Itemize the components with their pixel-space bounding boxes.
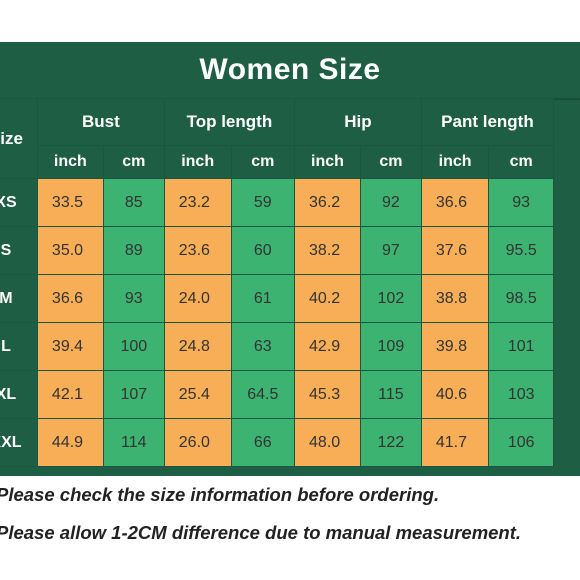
cm-value-cell: 107 bbox=[102, 370, 165, 419]
unit-header-cm: cm bbox=[359, 145, 422, 179]
size-grid-body: XS33.58523.25936.29236.693S35.08923.6603… bbox=[0, 178, 554, 467]
top-length-header: Top length bbox=[163, 98, 296, 146]
table-row: L 39.4 100 24.8 63 42.9 109 39.8 101 bbox=[0, 322, 554, 371]
unit-header-cm: cm bbox=[102, 145, 165, 179]
unit-header-cm: cm bbox=[230, 145, 296, 179]
inch-value-cell: 38.8 bbox=[420, 274, 490, 323]
size-label: XL bbox=[0, 370, 38, 419]
unit-header-inch: inch bbox=[36, 145, 104, 179]
table-row: S 35.0 89 23.6 60 38.2 97 37.6 95.5 bbox=[0, 226, 554, 275]
unit-header-inch: inch bbox=[420, 145, 490, 179]
inch-value-cell: 44.9 bbox=[36, 418, 104, 467]
cm-value-cell: 61 bbox=[230, 274, 296, 323]
cm-value-cell: 109 bbox=[359, 322, 422, 371]
unit-header-inch: inch bbox=[294, 145, 361, 179]
inch-value-cell: 24.8 bbox=[163, 322, 232, 371]
inch-value-cell: 38.2 bbox=[294, 226, 361, 275]
inch-value-cell: 36.6 bbox=[36, 274, 104, 323]
inch-value-cell: 45.3 bbox=[294, 370, 361, 419]
cm-value-cell: 103 bbox=[488, 370, 554, 419]
hip-header: Hip bbox=[294, 98, 422, 146]
cm-value-cell: 93 bbox=[102, 274, 165, 323]
cm-value-cell: 64.5 bbox=[230, 370, 296, 419]
inch-value-cell: 33.5 bbox=[36, 178, 104, 227]
notes: Please check the size information before… bbox=[0, 480, 580, 556]
cm-value-cell: 66 bbox=[230, 418, 296, 467]
table-title: Women Size bbox=[0, 42, 580, 100]
cm-value-cell: 100 bbox=[102, 322, 165, 371]
inch-value-cell: 26.0 bbox=[163, 418, 232, 467]
size-label: L bbox=[0, 322, 38, 371]
inch-value-cell: 37.6 bbox=[420, 226, 490, 275]
cm-value-cell: 59 bbox=[230, 178, 296, 227]
cm-value-cell: 63 bbox=[230, 322, 296, 371]
table-row: M 36.6 93 24.0 61 40.2 102 38.8 98.5 bbox=[0, 274, 554, 323]
cm-value-cell: 114 bbox=[102, 418, 165, 467]
inch-value-cell: 36.2 bbox=[294, 178, 361, 227]
cm-value-cell: 122 bbox=[359, 418, 422, 467]
size-label: M bbox=[0, 274, 38, 323]
inch-value-cell: 35.0 bbox=[36, 226, 104, 275]
cm-value-cell: 60 bbox=[230, 226, 296, 275]
cm-value-cell: 93 bbox=[488, 178, 554, 227]
inch-value-cell: 36.6 bbox=[420, 178, 490, 227]
cm-value-cell: 89 bbox=[102, 226, 165, 275]
unit-header-inch: inch bbox=[163, 145, 232, 179]
inch-value-cell: 39.8 bbox=[420, 322, 490, 371]
unit-header-cm: cm bbox=[488, 145, 554, 179]
size-grid: Size Bust Top length Hip Pant length inc… bbox=[0, 98, 555, 467]
cm-value-cell: 85 bbox=[102, 178, 165, 227]
inch-value-cell: 39.4 bbox=[36, 322, 104, 371]
inch-value-cell: 23.6 bbox=[163, 226, 232, 275]
pant-length-header: Pant length bbox=[420, 98, 555, 146]
cm-value-cell: 97 bbox=[359, 226, 422, 275]
size-label: S bbox=[0, 226, 38, 275]
inch-value-cell: 40.6 bbox=[420, 370, 490, 419]
inch-value-cell: 23.2 bbox=[163, 178, 232, 227]
cm-value-cell: 101 bbox=[488, 322, 554, 371]
inch-value-cell: 48.0 bbox=[294, 418, 361, 467]
cm-value-cell: 98.5 bbox=[488, 274, 554, 323]
size-label: XXL bbox=[0, 418, 38, 467]
inch-value-cell: 25.4 bbox=[163, 370, 232, 419]
size-label: XS bbox=[0, 178, 38, 227]
note-check-size: Please check the size information before… bbox=[0, 484, 440, 505]
cm-value-cell: 95.5 bbox=[488, 226, 554, 275]
inch-value-cell: 41.7 bbox=[420, 418, 490, 467]
cm-value-cell: 92 bbox=[359, 178, 422, 227]
bust-header: Bust bbox=[36, 98, 165, 146]
cm-value-cell: 102 bbox=[359, 274, 422, 323]
size-column-header: Size bbox=[0, 98, 38, 179]
inch-value-cell: 42.1 bbox=[36, 370, 104, 419]
cm-value-cell: 106 bbox=[488, 418, 554, 467]
note-measurement-difference: Please allow 1-2CM difference due to man… bbox=[0, 522, 522, 543]
cm-value-cell: 115 bbox=[359, 370, 422, 419]
inch-value-cell: 40.2 bbox=[294, 274, 361, 323]
size-table: Women Size Size Bust Top length Hip Pant… bbox=[0, 42, 580, 476]
inch-value-cell: 42.9 bbox=[294, 322, 361, 371]
inch-value-cell: 24.0 bbox=[163, 274, 232, 323]
